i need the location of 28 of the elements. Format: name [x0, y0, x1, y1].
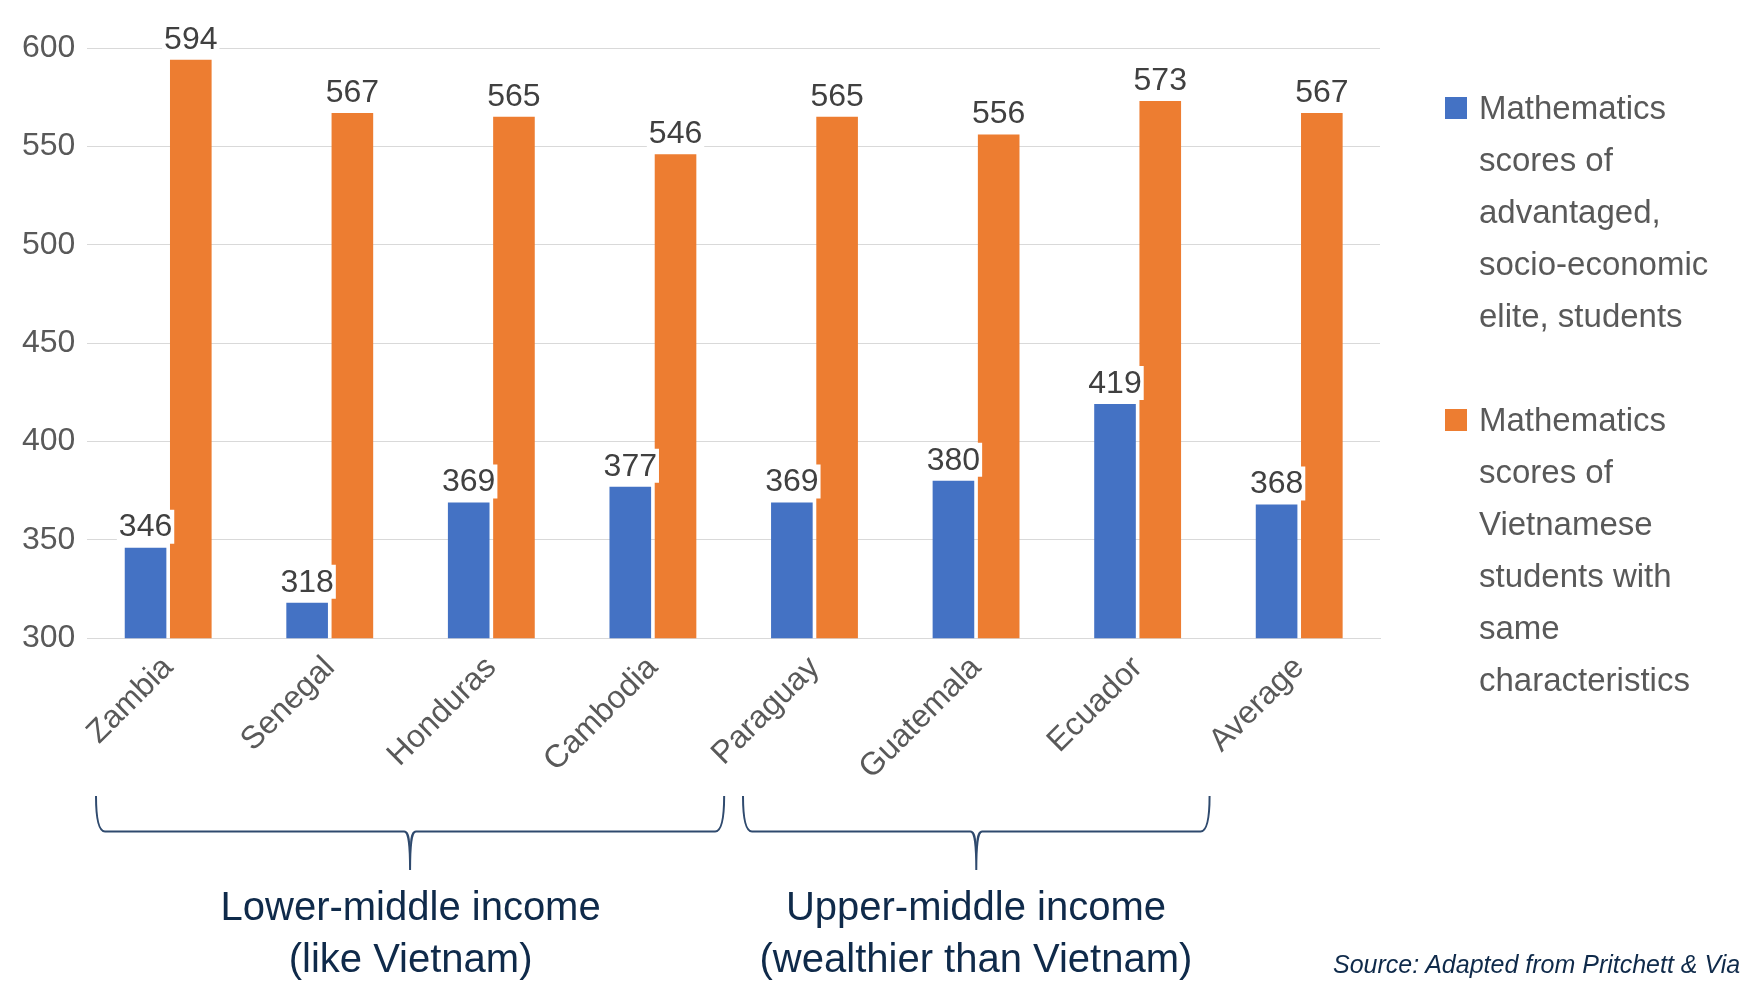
y-tick-label: 400 — [22, 421, 76, 458]
legend-label: Mathematics scores of advantaged, socio-economic elite, students — [1479, 88, 1710, 336]
source-note: Source: Adapted from Pritchett & Via — [1333, 950, 1741, 979]
data-label: 369 — [765, 462, 819, 499]
y-tick-label: 300 — [22, 617, 76, 654]
data-label: 573 — [1133, 60, 1187, 97]
text: Lower-middle income (like Vietnam) — [220, 883, 601, 982]
data-label: 380 — [926, 440, 981, 477]
data-label: 567 — [325, 72, 380, 109]
y-tick-label: 600 — [22, 27, 76, 64]
y-tick-label: 500 — [22, 224, 76, 261]
y-tick-label: 550 — [22, 126, 76, 163]
data-label: 369 — [442, 462, 496, 499]
data-label: 567 — [1295, 72, 1349, 109]
data-label: 368 — [1249, 464, 1304, 501]
y-tick-label: 450 — [22, 322, 76, 359]
data-label: 346 — [118, 507, 173, 544]
data-label: 546 — [648, 114, 703, 151]
data-label: 377 — [603, 446, 657, 483]
data-label: 594 — [164, 19, 218, 56]
data-label: 318 — [280, 562, 334, 599]
data-label: 419 — [1088, 363, 1142, 400]
y-tick-label: 350 — [22, 519, 76, 556]
legend-label: Mathematics scores of Vietnamese students with same characteristics — [1479, 400, 1691, 700]
data-label: 565 — [487, 76, 541, 113]
data-label: 556 — [971, 94, 1026, 131]
text: Upper-middle income (wealthier than Vietnam) — [759, 883, 1193, 982]
data-label: 565 — [810, 76, 864, 113]
